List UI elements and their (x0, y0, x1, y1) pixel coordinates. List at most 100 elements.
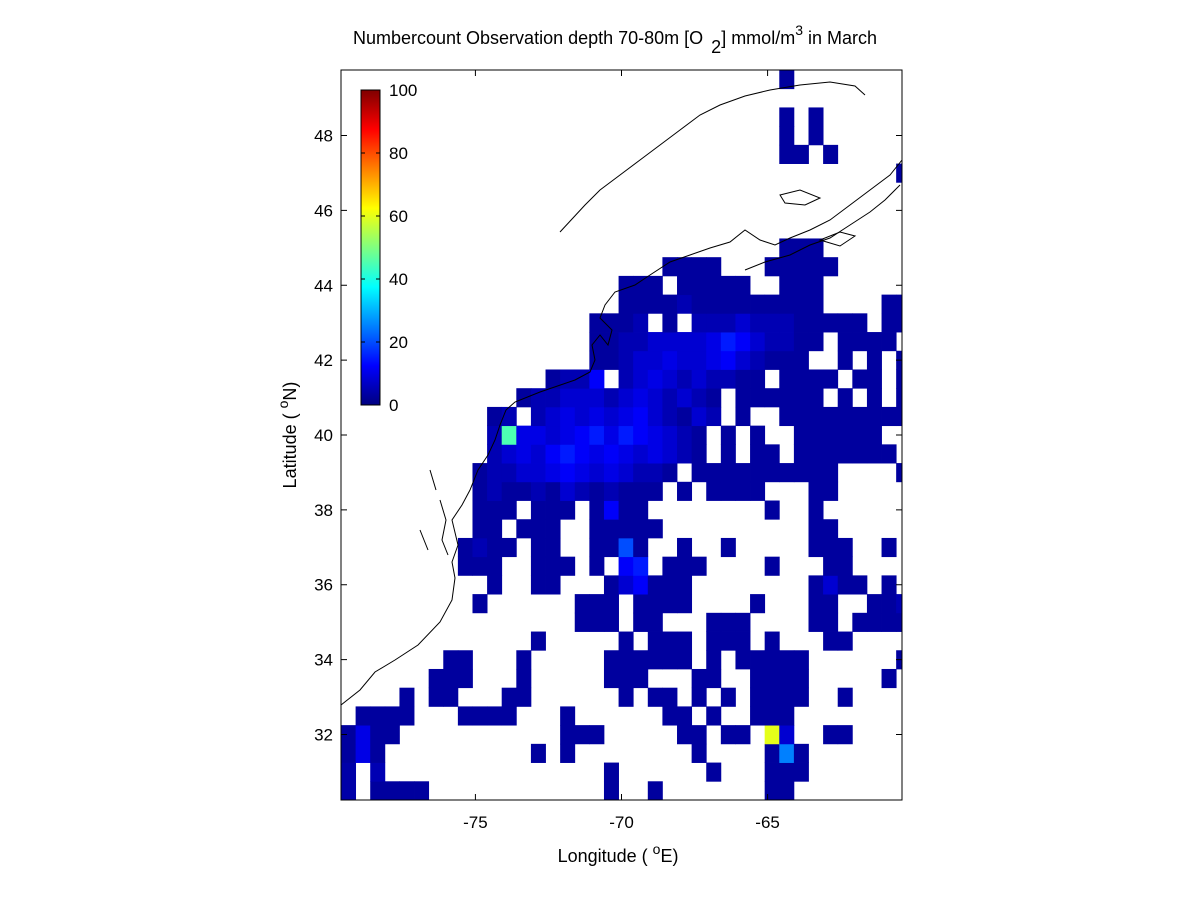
y-tick-label: 36 (314, 576, 333, 595)
cell (735, 313, 751, 333)
cell (662, 332, 678, 352)
cell (779, 650, 795, 670)
cell (545, 519, 561, 539)
colorbar-tick-label: 60 (389, 207, 408, 226)
cell (341, 725, 357, 745)
cell (881, 612, 897, 632)
cell (633, 650, 649, 670)
cell (793, 313, 809, 333)
cell (764, 706, 780, 726)
cell (706, 668, 722, 689)
cell (720, 275, 736, 296)
label-part: E) (660, 846, 678, 866)
y-tick-label: 34 (314, 651, 333, 670)
cell (530, 500, 546, 520)
cell (750, 313, 766, 333)
cell (896, 463, 902, 483)
y-tick-label: 42 (314, 351, 333, 370)
cell (560, 706, 576, 726)
cell (530, 463, 546, 483)
cell (589, 332, 605, 352)
cell (837, 350, 853, 370)
cell (355, 706, 371, 726)
cell (647, 481, 663, 501)
cell (808, 257, 824, 277)
y-tick-label: 48 (314, 127, 333, 146)
cell (691, 406, 707, 427)
cell (487, 406, 503, 427)
cell (589, 313, 605, 333)
cell (662, 631, 678, 651)
cell (691, 313, 707, 333)
cell (603, 594, 619, 614)
cell (545, 537, 561, 558)
cell (837, 313, 853, 333)
cell (750, 332, 766, 352)
cell (881, 575, 897, 595)
cell (881, 444, 897, 464)
cell (793, 275, 809, 296)
cell (823, 725, 839, 745)
cell (793, 444, 809, 464)
cell (633, 612, 649, 632)
cell (837, 687, 853, 707)
cell (516, 519, 532, 539)
cell (618, 463, 634, 483)
cell (399, 687, 415, 707)
cell (589, 388, 605, 408)
cell (823, 594, 839, 614)
cell (779, 743, 795, 763)
cell (793, 425, 809, 445)
cell (428, 687, 444, 707)
cell (866, 369, 882, 389)
cell (662, 294, 678, 314)
cell (618, 425, 634, 445)
cell (487, 706, 503, 726)
cell (764, 463, 780, 483)
cell (720, 612, 736, 632)
cell (647, 519, 663, 539)
y-tick-label: 46 (314, 201, 333, 220)
cell (706, 275, 722, 296)
cell (603, 762, 619, 782)
cell (881, 332, 897, 352)
cell (808, 313, 824, 333)
cell (603, 463, 619, 483)
cell (677, 369, 693, 389)
cell (764, 294, 780, 314)
cell (866, 388, 882, 408)
cell (779, 350, 795, 370)
cell (472, 500, 488, 520)
cell (545, 500, 561, 520)
cell (808, 463, 824, 483)
cell (647, 332, 663, 352)
cell (603, 650, 619, 670)
cell (370, 725, 386, 745)
cell (574, 388, 590, 408)
cell (866, 406, 882, 427)
cell (691, 332, 707, 352)
cell (399, 706, 415, 726)
cell (618, 481, 634, 501)
cell (501, 500, 517, 520)
cell (487, 519, 503, 539)
cell (633, 463, 649, 483)
cell (589, 537, 605, 558)
cell (603, 444, 619, 464)
cell (779, 668, 795, 689)
cell (457, 706, 473, 726)
cell (808, 612, 824, 632)
cell (720, 294, 736, 314)
cell (647, 425, 663, 445)
colorbar-frame (360, 89, 381, 406)
cell (589, 463, 605, 483)
cell (530, 556, 546, 576)
cell (662, 575, 678, 595)
cell (750, 294, 766, 314)
cell (823, 144, 839, 164)
cell (574, 444, 590, 464)
cell (837, 725, 853, 745)
cell (706, 313, 722, 333)
cell (764, 500, 780, 520)
cell (457, 668, 473, 689)
